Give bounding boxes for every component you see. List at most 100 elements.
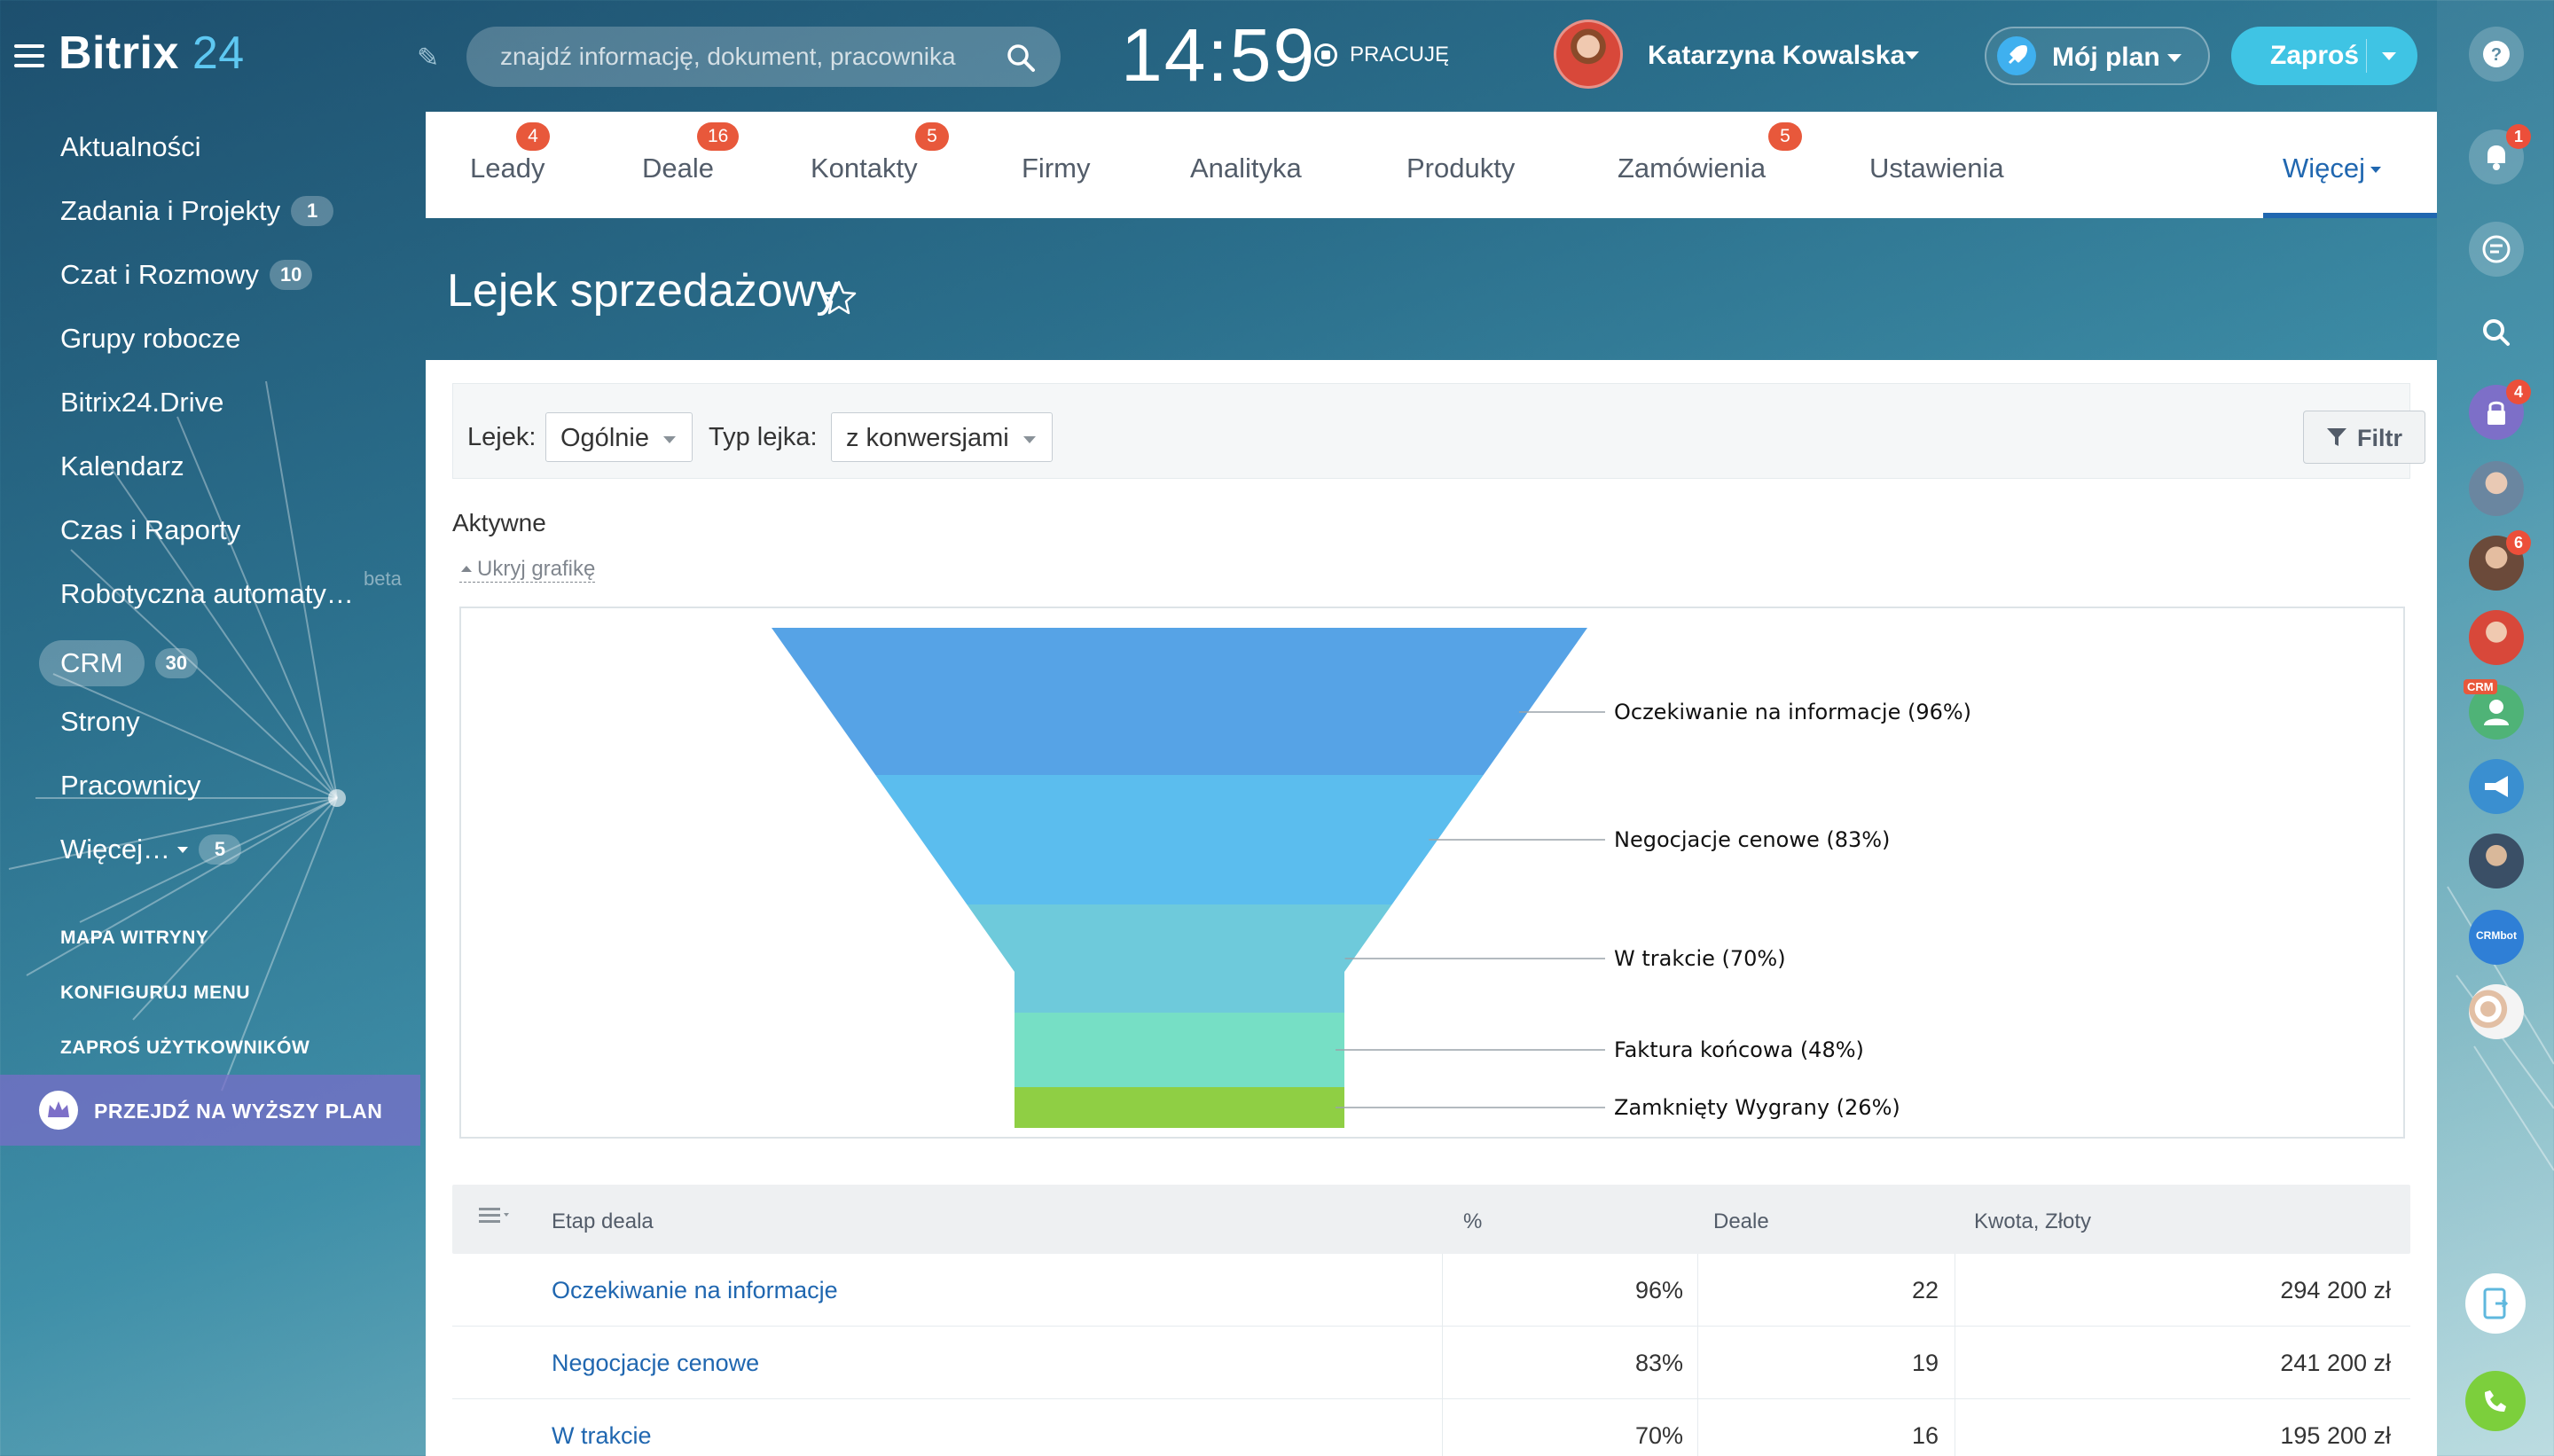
tab-label: Zamówienia — [1618, 153, 1767, 184]
sidebar-item-calendar[interactable]: Kalendarz — [60, 450, 184, 482]
contact-avatar[interactable] — [2469, 610, 2524, 665]
rocket-icon — [1997, 36, 2036, 75]
crm-contact-icon[interactable]: CRM — [2464, 679, 2524, 740]
tab-contacts[interactable]: Kontakty 5 — [811, 122, 949, 184]
deals-cell: 16 — [1911, 1422, 1939, 1449]
percent-cell: 96% — [1634, 1277, 1683, 1303]
bitrix-logo[interactable]: Bitrix 24 — [59, 27, 245, 79]
crmbot-icon[interactable]: CRMbot — [2469, 910, 2524, 965]
search-icon[interactable] — [1006, 43, 1036, 73]
sidebar-item-aktualnosci[interactable]: Aktualności — [60, 131, 201, 163]
active-tab-indicator — [2263, 213, 2437, 218]
chat-list-icon[interactable] — [2469, 222, 2524, 277]
right-bar: ? 1 4 6 CRM CRMbot — [2437, 0, 2554, 1456]
invite-users-link[interactable]: ZAPROŚ UŻYTKOWNIKÓW — [60, 1037, 310, 1058]
funnel-stage-label: Faktura końcowa (48%) — [1614, 1037, 1864, 1062]
table-row: Oczekiwanie na informacje 96% 22 294 200… — [452, 1254, 2410, 1327]
phone-transfer-icon[interactable] — [2465, 1273, 2526, 1334]
funnel-stage-4[interactable] — [1015, 1013, 1344, 1087]
megaphone-icon[interactable] — [2469, 759, 2524, 814]
contact-badge: 6 — [2506, 530, 2531, 555]
funnel-select[interactable]: Ogólnie — [545, 412, 693, 462]
chevron-down-icon[interactable] — [2382, 52, 2396, 60]
sidebar-counter: 30 — [154, 648, 199, 678]
column-header-deals[interactable]: Deale — [1713, 1209, 1769, 1233]
tab-leads[interactable]: Leady 4 — [470, 122, 550, 184]
user-name[interactable]: Katarzyna Kowalska — [1648, 41, 1906, 70]
phone-call-icon[interactable] — [2465, 1371, 2526, 1431]
edit-pencil-icon[interactable]: ✎ — [417, 43, 440, 73]
sidebar-item-label: Strony — [60, 706, 140, 737]
sidebar-item-sites[interactable]: Strony — [60, 706, 140, 738]
sidebar-item-crm[interactable]: CRM 30 — [39, 640, 199, 686]
invite-button[interactable]: Zaproś — [2231, 27, 2417, 85]
amount-cell: 195 200 zł — [2280, 1422, 2391, 1449]
tab-more[interactable]: Więcej — [2283, 153, 2382, 184]
tab-badge: 5 — [915, 122, 949, 151]
user-menu-caret-icon[interactable] — [1905, 51, 1919, 59]
site-map-link[interactable]: MAPA WITRYNY — [60, 928, 209, 948]
crmbot-label: CRMbot — [2476, 929, 2517, 942]
funnel-stage-1[interactable] — [772, 628, 1587, 775]
favorite-star-icon[interactable] — [819, 278, 858, 317]
filter-bar: Lejek: Ogólnie Typ lejka: z konwersjami … — [452, 383, 2425, 479]
search-input[interactable] — [500, 27, 997, 87]
crown-icon — [39, 1091, 78, 1130]
sidebar-item-label: Pracownicy — [60, 770, 201, 801]
tab-companies[interactable]: Firmy — [1022, 153, 1090, 184]
sidebar-item-automation[interactable]: Robotyczna automaty… beta — [60, 568, 402, 610]
sidebar-item-tasks[interactable]: Zadania i Projekty 1 — [60, 195, 334, 227]
tab-orders[interactable]: Zamówienia 5 — [1618, 122, 1802, 184]
tab-settings[interactable]: Ustawienia — [1869, 153, 2004, 184]
upgrade-plan-button[interactable]: PRZEJDŹ NA WYŻSZY PLAN — [0, 1075, 420, 1146]
work-status[interactable]: PRACUJĘ — [1314, 43, 1449, 67]
stage-link[interactable]: Oczekiwanie na informacje — [552, 1277, 838, 1303]
sidebar-item-chat[interactable]: Czat i Rozmowy 10 — [60, 259, 313, 291]
chevron-down-icon — [2370, 167, 2382, 174]
tab-analytics[interactable]: Analityka — [1190, 153, 1302, 184]
stage-link[interactable]: Negocjacje cenowe — [552, 1350, 760, 1376]
my-plan-button[interactable]: Mój plan — [1985, 27, 2210, 85]
tab-label: Więcej — [2283, 153, 2366, 184]
table-settings-icon[interactable] — [477, 1202, 513, 1229]
contact-avatar[interactable]: 6 — [2469, 530, 2531, 591]
lock-icon[interactable]: 4 — [2469, 380, 2531, 440]
sidebar-item-employees[interactable]: Pracownicy — [60, 770, 201, 802]
menu-hamburger-icon[interactable] — [14, 44, 44, 67]
configure-menu-link[interactable]: KONFIGURUJ MENU — [60, 982, 251, 1003]
help-icon[interactable]: ? — [2469, 27, 2524, 82]
funnel-stage-2[interactable] — [875, 775, 1484, 904]
funnel-stage-3[interactable] — [967, 904, 1392, 1013]
column-header-amount[interactable]: Kwota, Złoty — [1974, 1209, 2092, 1233]
stage-link[interactable]: W trakcie — [552, 1422, 652, 1449]
sidebar-item-label: Kalendarz — [60, 450, 184, 481]
group-avatar[interactable] — [2469, 984, 2524, 1039]
search-bar — [466, 27, 1061, 87]
contact-avatar[interactable] — [2469, 461, 2524, 516]
tab-products[interactable]: Produkty — [1406, 153, 1515, 184]
sidebar-item-groups[interactable]: Grupy robocze — [60, 323, 240, 355]
tab-deals[interactable]: Deale 16 — [642, 122, 740, 184]
column-header-percent[interactable]: % — [1463, 1209, 1483, 1233]
tab-label: Analityka — [1190, 153, 1302, 184]
percent-cell: 70% — [1634, 1422, 1683, 1449]
funnel-type-select[interactable]: z konwersjami — [831, 412, 1053, 462]
sidebar-item-more[interactable]: Więcej… 5 — [60, 834, 242, 865]
funnel-stage-label: Oczekiwanie na informacje (96%) — [1614, 700, 1971, 724]
tab-label: Ustawienia — [1869, 153, 2004, 184]
sidebar-item-drive[interactable]: Bitrix24.Drive — [60, 387, 223, 419]
funnel-type-label: Typ lejka: — [709, 423, 818, 451]
notifications-bell-icon[interactable]: 1 — [2469, 124, 2531, 184]
tab-label: Kontakty — [811, 153, 918, 184]
clock[interactable]: 14:59 — [1121, 13, 1317, 97]
sidebar-item-time-reports[interactable]: Czas i Raporty — [60, 514, 240, 546]
page-title: Lejek sprzedażowy — [447, 265, 840, 317]
column-header-stage[interactable]: Etap deala — [552, 1209, 654, 1233]
search-icon[interactable] — [2469, 305, 2524, 360]
contact-avatar[interactable] — [2469, 834, 2524, 888]
filter-button[interactable]: Filtr — [2303, 411, 2425, 464]
sidebar-counter: 10 — [269, 260, 313, 290]
user-avatar[interactable] — [1554, 20, 1623, 89]
hide-chart-link[interactable]: Ukryj grafikę — [459, 557, 596, 583]
funnel-stage-5[interactable] — [1015, 1087, 1344, 1128]
